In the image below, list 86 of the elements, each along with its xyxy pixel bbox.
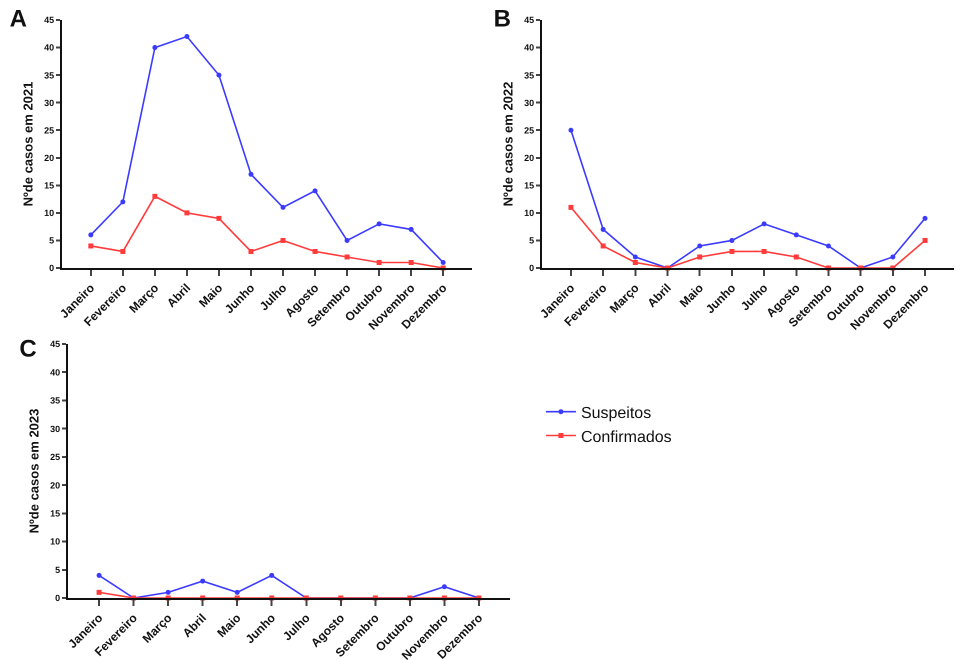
point [762, 248, 767, 254]
point [152, 45, 158, 50]
point [729, 248, 734, 254]
point [269, 572, 274, 578]
point [376, 221, 382, 226]
y-tick-label: 45 [44, 15, 54, 26]
y-tick-label: 35 [50, 396, 60, 406]
y-tick-label: 45 [524, 15, 534, 26]
chart-title: A [10, 6, 28, 33]
legend-label: Suspeitos [580, 404, 652, 422]
point [600, 243, 606, 248]
y-tick-label: 25 [50, 452, 60, 462]
point [248, 248, 254, 254]
point [312, 248, 318, 254]
point [568, 128, 574, 133]
point [442, 584, 447, 590]
point [184, 34, 190, 40]
y-tick-label: 0 [55, 593, 60, 604]
point [200, 578, 206, 584]
point [280, 204, 286, 210]
point [632, 260, 638, 265]
point [88, 243, 94, 248]
y-tick-label: 5 [49, 236, 54, 246]
y-tick-label: 5 [55, 564, 60, 575]
point [166, 590, 171, 595]
y-tick-label: 25 [44, 125, 54, 136]
y-tick-label: 30 [524, 98, 534, 108]
point [440, 260, 446, 265]
y-tick-label: 30 [50, 424, 60, 434]
y-tick-label: 10 [50, 536, 60, 547]
y-tick-label: 0 [49, 263, 54, 274]
point [794, 232, 799, 238]
point [234, 590, 240, 595]
point [344, 238, 350, 243]
chart-title: C [19, 336, 37, 363]
y-tick-label: 10 [44, 208, 54, 218]
y-tick-label: 30 [44, 98, 54, 108]
point [922, 238, 928, 243]
y-tick-label: 40 [50, 367, 60, 378]
point [216, 72, 222, 78]
y-tick-label: 5 [529, 236, 534, 246]
point [312, 188, 318, 194]
point [344, 254, 350, 260]
point [120, 248, 126, 254]
legend-label: Confirmados [580, 428, 672, 446]
y-tick-label: 15 [44, 180, 54, 190]
point [88, 232, 94, 238]
point [152, 194, 158, 199]
chart-title: B [494, 6, 512, 33]
y-tick-label: 40 [44, 42, 54, 53]
point [922, 216, 928, 221]
point [600, 226, 606, 232]
y-tick-label: 45 [50, 339, 60, 350]
y-tick-label: 25 [524, 125, 534, 136]
point [120, 199, 126, 204]
y-tick-label: 10 [524, 208, 534, 218]
point [280, 238, 286, 243]
point [697, 243, 702, 248]
y-tick-label: 20 [524, 152, 534, 163]
point [826, 243, 831, 248]
y-axis-title: Nºde casos em 2021 [20, 82, 36, 206]
point [890, 254, 896, 260]
point [794, 254, 799, 260]
point [96, 572, 102, 578]
y-tick-label: 40 [524, 42, 534, 53]
point [184, 210, 190, 216]
y-tick-label: 15 [50, 508, 60, 518]
y-tick-label: 20 [50, 480, 60, 490]
point [568, 204, 574, 210]
point [96, 590, 102, 595]
y-tick-label: 0 [529, 263, 534, 274]
point [216, 216, 222, 221]
point [248, 172, 254, 177]
y-axis-title: Nºde casos em 2022 [500, 82, 516, 206]
point [762, 221, 767, 226]
point [408, 226, 414, 232]
point [632, 254, 638, 260]
y-tick-label: 15 [524, 180, 534, 190]
point [376, 260, 382, 265]
y-tick-label: 20 [44, 152, 54, 163]
point [729, 238, 734, 243]
point [697, 254, 702, 260]
y-tick-label: 35 [524, 70, 534, 80]
point [408, 260, 414, 265]
y-tick-label: 35 [44, 70, 54, 80]
y-axis-title: Nºde casos em 2023 [26, 408, 42, 534]
